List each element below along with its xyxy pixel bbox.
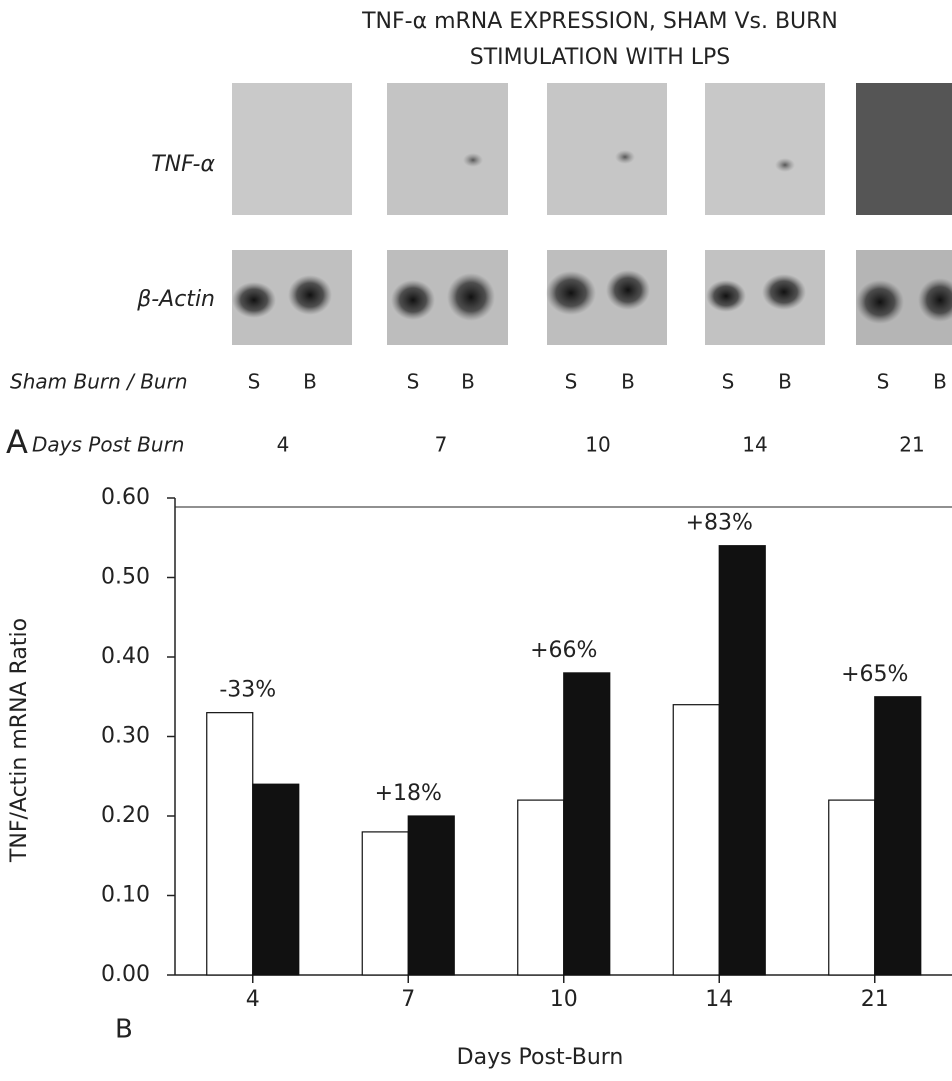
day-label: 4 <box>277 433 290 457</box>
day-label: 14 <box>742 433 767 457</box>
annotation: -33% <box>219 678 276 703</box>
bar <box>518 800 564 975</box>
x-axis-label: Days Post-Burn <box>457 1045 624 1070</box>
annotation: +65% <box>841 662 908 687</box>
lane-label: S <box>565 370 578 394</box>
lane-label: B <box>461 370 475 394</box>
lane-label: B <box>621 370 635 394</box>
bar <box>673 705 719 975</box>
day-label: 10 <box>585 433 610 457</box>
panel-label: A <box>6 423 28 461</box>
y-tick-label: 0.60 <box>101 485 150 510</box>
x-tick-label: 7 <box>401 987 415 1012</box>
lane-label: B <box>778 370 792 394</box>
figure: TNF-α mRNA EXPRESSION, SHAM Vs. BURN STI… <box>0 0 952 1077</box>
blots <box>232 83 952 345</box>
y-tick-label: 0.20 <box>101 803 150 828</box>
day-label: 21 <box>899 433 924 457</box>
bar <box>875 697 921 975</box>
annotation: +18% <box>375 781 442 806</box>
y-tick-label: 0.00 <box>101 962 150 987</box>
row-label: β-Actin <box>136 287 215 312</box>
y-axis-label: TNF/Actin mRNA Ratio <box>7 618 32 863</box>
bar <box>829 800 875 975</box>
bar <box>564 673 610 975</box>
lane-label: S <box>722 370 735 394</box>
panel-label: B <box>115 1015 133 1045</box>
x-tick-label: 10 <box>550 987 578 1012</box>
annotation: +83% <box>686 511 753 536</box>
y-tick-label: 0.40 <box>101 644 150 669</box>
y-tick-label: 0.30 <box>101 724 150 749</box>
lane-label: B <box>933 370 947 394</box>
x-tick-label: 4 <box>246 987 260 1012</box>
bar <box>207 713 253 975</box>
x-tick-label: 14 <box>705 987 733 1012</box>
annotation: +66% <box>530 638 597 663</box>
row-label: TNF-α <box>151 152 215 177</box>
title-line: STIMULATION WITH LPS <box>470 45 730 70</box>
lane-label: B <box>303 370 317 394</box>
lane-label: S <box>407 370 420 394</box>
y-tick-label: 0.50 <box>101 565 150 590</box>
lane-label: S <box>877 370 890 394</box>
bar <box>253 784 299 975</box>
y-tick-label: 0.10 <box>101 883 150 908</box>
bar <box>719 546 765 975</box>
lane-label: S <box>248 370 261 394</box>
bar <box>362 832 408 975</box>
lane-row-label: Sham Burn / Burn <box>10 370 188 394</box>
bar <box>408 816 454 975</box>
title-line: TNF-α mRNA EXPRESSION, SHAM Vs. BURN <box>361 9 838 34</box>
x-tick-label: 21 <box>861 987 889 1012</box>
days-label: Days Post Burn <box>32 433 184 457</box>
day-label: 7 <box>435 433 448 457</box>
